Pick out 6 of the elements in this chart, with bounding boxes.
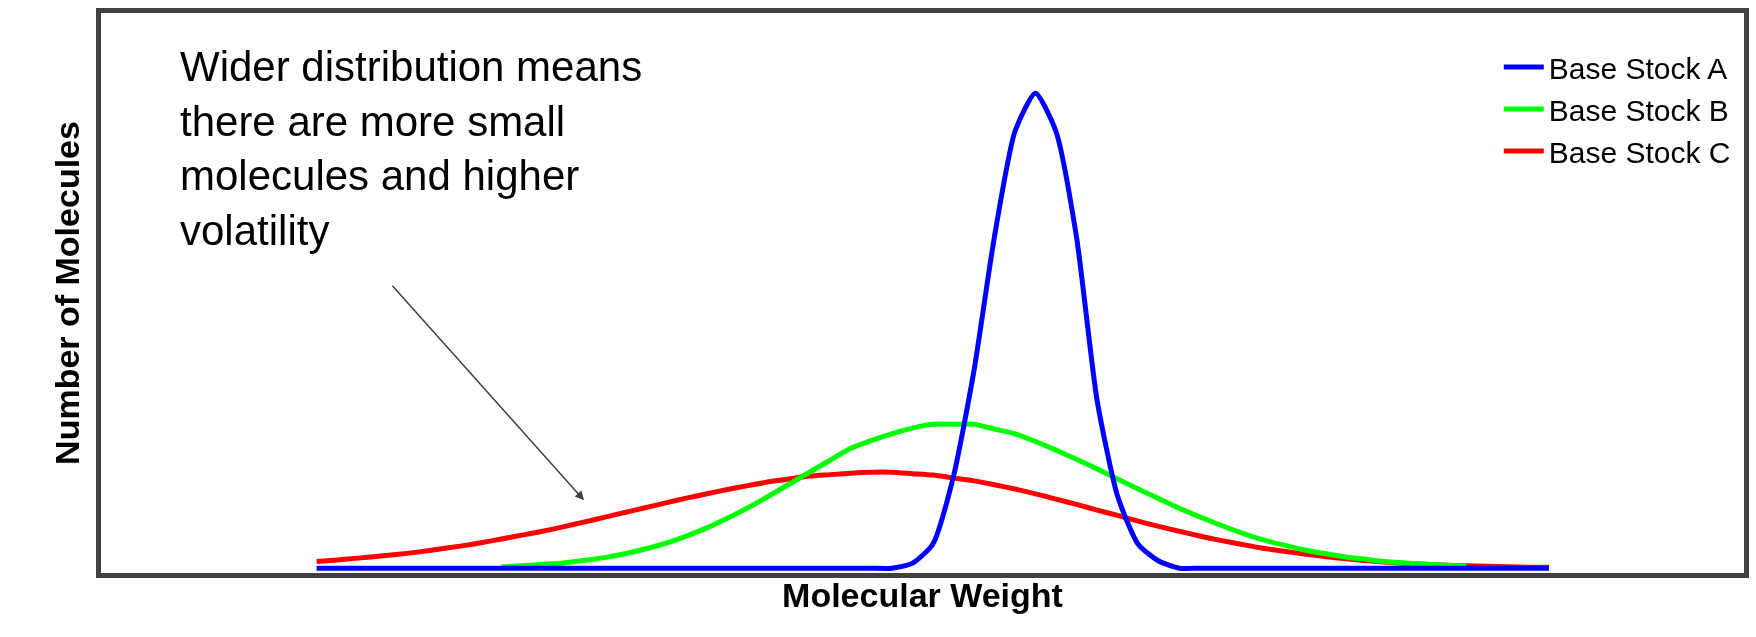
annotation: Wider distribution means there are more small molecules and higher volatility — [180, 43, 643, 254]
legend-label: Base Stock B — [1548, 93, 1729, 127]
legend-label: Base Stock C — [1548, 135, 1731, 169]
legend-label: Base Stock A — [1548, 51, 1728, 85]
y-axis-title: Number of Molecules — [47, 121, 86, 465]
x-axis-title: Molecular Weight — [782, 576, 1063, 615]
